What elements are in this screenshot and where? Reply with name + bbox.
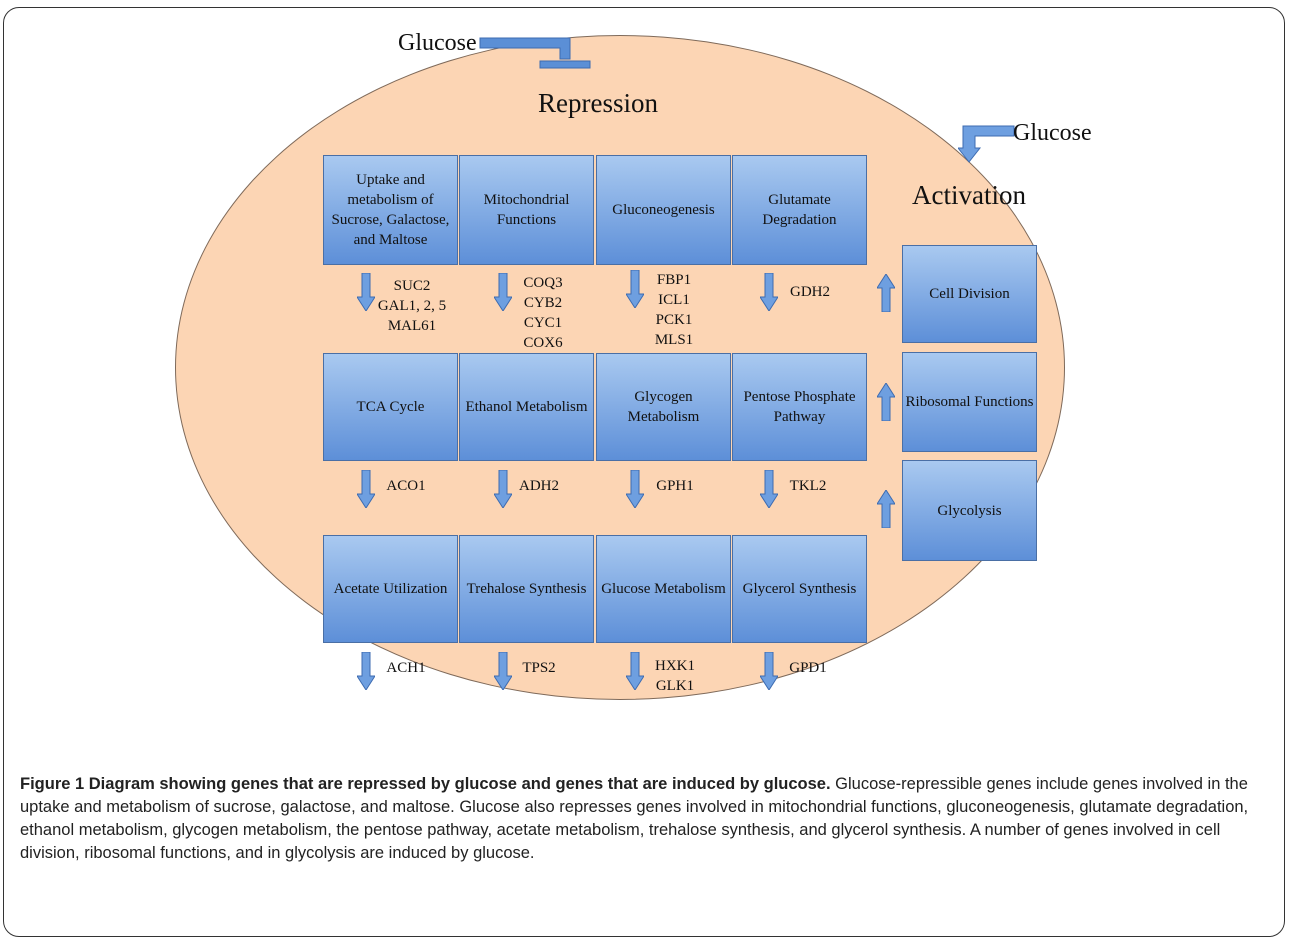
pathway-label: Uptake and metabolism of Sucrose, Galact…	[331, 172, 450, 248]
gene-list: GPD1	[783, 658, 833, 678]
glucose-right-label: Glucose	[1013, 120, 1092, 146]
gene-name: MAL61	[387, 318, 437, 334]
gene-name: COX6	[523, 335, 563, 351]
down-arrow-icon	[626, 270, 644, 308]
down-arrow-icon	[357, 273, 375, 311]
pathway-box: Uptake and metabolism of Sucrose, Galact…	[323, 155, 458, 265]
gene-list: FBP1 ICL1 PCK1 MLS1	[649, 270, 699, 350]
up-arrow-icon	[877, 274, 895, 312]
gene-name: COQ3	[523, 275, 563, 291]
gene-list: TKL2	[783, 476, 833, 496]
gene-list: GDH2	[785, 282, 835, 302]
activated-pathway-box: Ribosomal Functions	[902, 352, 1037, 452]
pathway-box: Mitochondrial Functions	[459, 155, 594, 265]
caption-text: Glucose-repressible genes include genes …	[20, 775, 1249, 862]
down-arrow-icon	[626, 470, 644, 508]
down-arrow-icon	[494, 273, 512, 311]
down-arrow-icon	[760, 273, 778, 311]
gene-name: ACO1	[386, 478, 426, 494]
figure-frame	[3, 7, 1285, 937]
gene-list: GPH1	[650, 476, 700, 496]
gene-name: CYC1	[523, 315, 563, 331]
down-arrow-icon	[494, 470, 512, 508]
gene-name: CYB2	[523, 295, 563, 311]
pathway-box: Glycogen Metabolism	[596, 353, 731, 461]
gene-name: ADH2	[519, 478, 559, 494]
gene-name: TPS2	[522, 660, 556, 676]
pathway-box: Glutamate Degradation	[732, 155, 867, 265]
down-arrow-icon	[760, 470, 778, 508]
pathway-label: Ribosomal Functions	[905, 394, 1034, 410]
gene-list: COQ3 CYB2 CYC1 COX6	[518, 273, 568, 353]
pathway-box: TCA Cycle	[323, 353, 458, 461]
down-arrow-icon	[494, 652, 512, 690]
gene-name: FBP1	[656, 272, 692, 288]
gene-name: GPD1	[789, 660, 827, 676]
gene-list: ACH1	[381, 658, 431, 678]
gene-name: ACH1	[386, 660, 426, 676]
figure-caption: Figure 1 Diagram showing genes that are …	[20, 773, 1270, 865]
pathway-label: Glycogen Metabolism	[627, 389, 700, 425]
gene-name: PCK1	[655, 312, 693, 328]
gene-list: SUC2 GAL1, 2, 5 MAL61	[372, 276, 452, 336]
gene-name: TKL2	[789, 478, 827, 494]
gene-list: ACO1	[381, 476, 431, 496]
pathway-label: Trehalose Synthesis	[466, 581, 587, 597]
pathway-label: Cell Division	[929, 286, 1010, 302]
gene-list: ADH2	[514, 476, 564, 496]
down-arrow-icon	[357, 470, 375, 508]
gene-name: SUC2	[393, 278, 431, 294]
repression-label: Repression	[538, 88, 658, 118]
gene-name: MLS1	[654, 332, 694, 348]
gene-name: GAL1, 2, 5	[377, 298, 447, 314]
activated-pathway-box: Cell Division	[902, 245, 1037, 343]
down-arrow-icon	[357, 652, 375, 690]
pathway-label: Pentose Phosphate Pathway	[743, 389, 856, 425]
pathway-label: Glucose Metabolism	[601, 581, 726, 597]
pathway-box: Glycerol Synthesis	[732, 535, 867, 643]
gene-name: GPH1	[656, 478, 694, 494]
gene-list: TPS2	[514, 658, 564, 678]
pathway-label: Glycolysis	[937, 502, 1002, 519]
pathway-label: Gluconeogenesis	[612, 202, 715, 218]
inhibition-symbol	[479, 37, 591, 69]
activation-arrow	[958, 125, 1015, 163]
up-arrow-icon	[877, 490, 895, 528]
pathway-label: Glutamate Degradation	[762, 192, 837, 228]
pathway-label: Ethanol Metabolism	[465, 399, 588, 415]
down-arrow-icon	[626, 652, 644, 690]
pathway-box: Gluconeogenesis	[596, 155, 731, 265]
pathway-box: Trehalose Synthesis	[459, 535, 594, 643]
pathway-box: Acetate Utilization	[323, 535, 458, 643]
pathway-box: Ethanol Metabolism	[459, 353, 594, 461]
caption-title: Figure 1 Diagram showing genes that are …	[20, 775, 831, 793]
glucose-top-label: Glucose	[398, 30, 477, 56]
gene-name: GLK1	[655, 678, 695, 694]
gene-name: GDH2	[790, 284, 830, 300]
down-arrow-icon	[760, 652, 778, 690]
activated-pathway-box: Glycolysis	[902, 460, 1037, 561]
pathway-label: TCA Cycle	[356, 399, 425, 415]
pathway-label: Mitochondrial Functions	[483, 192, 570, 228]
activation-label: Activation	[912, 180, 1026, 210]
gene-list: HXK1 GLK1	[650, 656, 700, 696]
gene-name: HXK1	[655, 658, 695, 674]
pathway-label: Acetate Utilization	[333, 581, 448, 597]
pathway-box: Pentose Phosphate Pathway	[732, 353, 867, 461]
pathway-box: Glucose Metabolism	[596, 535, 731, 643]
pathway-label: Glycerol Synthesis	[742, 581, 857, 597]
gene-name: ICL1	[658, 292, 690, 308]
up-arrow-icon	[877, 383, 895, 421]
